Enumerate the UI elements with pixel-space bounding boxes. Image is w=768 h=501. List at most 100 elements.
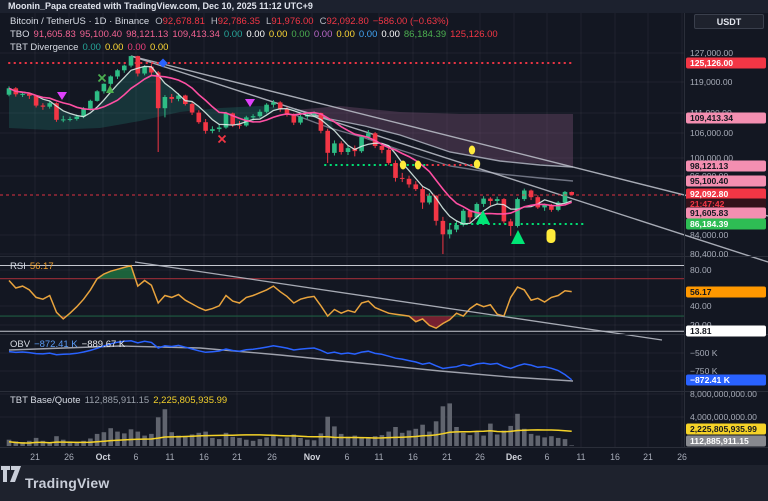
axis-tick-label: 4,000,000,000.00 <box>690 412 757 422</box>
low-label: L <box>266 16 272 27</box>
tbo-legend-row[interactable]: TBO 91,605.83 95,100.40 98,121.13 109,413.34… <box>10 29 498 40</box>
tradingview-logo-icon <box>1 466 21 482</box>
axis-price-label <box>686 175 766 187</box>
time-axis-label: 6 <box>134 452 139 462</box>
svg-text:125,126.00: 125,126.00 <box>690 58 733 68</box>
axis-price-label <box>686 435 766 447</box>
low-value: 91,976.00 <box>271 16 314 27</box>
svg-text:112,885,911.15: 112,885,911.15 <box>690 436 749 446</box>
obv-label: OBV <box>10 339 31 350</box>
tradingview-logo-text: TradingView <box>25 475 110 491</box>
signal-marker <box>511 230 525 244</box>
signal-marker <box>476 210 490 224</box>
svg-text:95,100.40: 95,100.40 <box>690 176 728 186</box>
axis-price-label <box>686 423 766 435</box>
signal-marker <box>245 99 255 107</box>
obv-value: −872.41 K <box>34 339 78 350</box>
tbt-divergence-value: 0.00 <box>104 42 124 53</box>
close-value: 92,092.80 <box>326 16 369 27</box>
tbt-base-quote-label: TBT Base/Quote <box>10 395 81 406</box>
axis-price-label <box>686 198 766 210</box>
tbt-divergence-values: 0.00 0.00 0.00 0.00 <box>78 42 168 53</box>
axis-tick-label: 127,000.00 <box>690 48 733 58</box>
tbo-value: 98,121.13 <box>126 29 169 40</box>
axis-tick-label: −500 K <box>690 348 718 358</box>
axis-tick-label: −750 K <box>690 366 718 376</box>
time-axis-label: 21 <box>643 452 653 462</box>
tradingview-logo[interactable]: TradingView <box>1 466 110 491</box>
svg-text:56.17: 56.17 <box>690 287 712 297</box>
time-axis-label: 26 <box>475 452 485 462</box>
rsi-legend-row[interactable]: RSI 56.17 <box>10 261 54 272</box>
tbo-value: 0.00 <box>223 29 243 40</box>
axis-tick-label: 20.00 <box>690 320 712 330</box>
tbt-base-quote-legend-row[interactable]: TBT Base/Quote 112,885,911.15 2,225,805,93… <box>10 395 227 406</box>
tbo-value: 0.00 <box>381 29 400 40</box>
time-axis-label: 26 <box>267 452 277 462</box>
tbt-divergence-value: 0.00 <box>82 42 101 53</box>
svg-text:21:47:42: 21:47:42 <box>690 199 725 209</box>
tbo-value: 86,184.39 <box>403 29 447 40</box>
close-label: C <box>319 16 327 27</box>
high-value: 92,786.35 <box>217 16 261 27</box>
time-axis-label: 21 <box>442 452 452 462</box>
tbt-divergence-value: 0.00 <box>127 42 146 53</box>
time-axis-label: 6 <box>345 452 350 462</box>
axis-price-label <box>686 286 766 298</box>
tbo-value: 0.00 <box>313 29 333 40</box>
svg-text:98,121.13: 98,121.13 <box>690 161 728 171</box>
signal-marker <box>158 58 168 68</box>
svg-text:86,184.39: 86,184.39 <box>690 219 728 229</box>
tbt-quote-value: 2,225,805,935.99 <box>153 395 228 406</box>
svg-text:91,605.83: 91,605.83 <box>690 208 728 218</box>
open-value: 92,678.81 <box>162 16 205 27</box>
signal-marker <box>106 85 114 93</box>
svg-text:109,413.34: 109,413.34 <box>690 113 733 123</box>
rsi-value: 56.17 <box>29 261 54 272</box>
tbo-value: 0.00 <box>268 29 288 40</box>
bottom-bar: TradingView <box>0 465 768 501</box>
tbt-base-value: 112,885,911.15 <box>84 395 150 406</box>
rsi-label: RSI <box>10 261 26 272</box>
axis-tick-label: 119,000.00 <box>690 77 733 87</box>
axis-tick-label: 84,000.00 <box>690 230 728 240</box>
time-axis-label: Oct <box>96 452 111 462</box>
signal-marker <box>546 229 556 243</box>
time-axis-label: 21 <box>30 452 40 462</box>
tbo-values: 91,605.83 95,100.40 98,121.13 109,413.34 0.0… <box>30 29 498 40</box>
time-axis-label: 11 <box>165 452 174 462</box>
time-axis-label: Dec <box>506 452 522 462</box>
change-value: −586.00 (−0.63%) <box>372 16 449 27</box>
time-axis-label: 26 <box>64 452 74 462</box>
signal-marker <box>399 160 407 170</box>
tbo-value: 91,605.83 <box>33 29 76 40</box>
axis-price-label <box>686 188 766 200</box>
axis-price-label <box>686 112 766 124</box>
tbt-divergence-legend-row[interactable]: TBT Divergence 0.00 0.00 0.00 0.00 <box>10 42 168 53</box>
obv-ma-value: −889.67 K <box>81 339 126 350</box>
tbo-value: 0.00 <box>358 29 378 40</box>
axis-price-label <box>686 218 766 230</box>
tbo-value: 95,100.40 <box>79 29 123 40</box>
snapshot-credit: Moonin_Papa created with TradingView.com… <box>0 0 768 13</box>
currency-axis-button[interactable]: USDT <box>694 14 764 29</box>
time-axis-label: 11 <box>374 452 383 462</box>
time-axis-label: Nov <box>304 452 321 462</box>
open-label: O <box>155 16 163 27</box>
signal-marker <box>473 159 481 169</box>
svg-text:92,092.80: 92,092.80 <box>690 189 728 199</box>
high-label: H <box>210 16 218 27</box>
obv-legend-row[interactable]: OBV −872.41 K −889.67 K <box>10 339 125 350</box>
axis-price-label <box>686 57 766 69</box>
tbo-label: TBO <box>10 29 30 40</box>
axis-price-label <box>686 374 766 386</box>
time-axis-label: 6 <box>545 452 550 462</box>
tbo-value: 0.00 <box>336 29 355 40</box>
time-axis-label: 21 <box>232 452 242 462</box>
signal-marker <box>468 145 476 155</box>
symbol-title: Bitcoin / TetherUS · 1D · Binance <box>10 16 150 27</box>
time-axis-label: 26 <box>677 452 687 462</box>
symbol-legend-row[interactable]: Bitcoin / TetherUS · 1D · Binance O92,678… <box>10 16 449 27</box>
chart-background <box>0 13 768 465</box>
